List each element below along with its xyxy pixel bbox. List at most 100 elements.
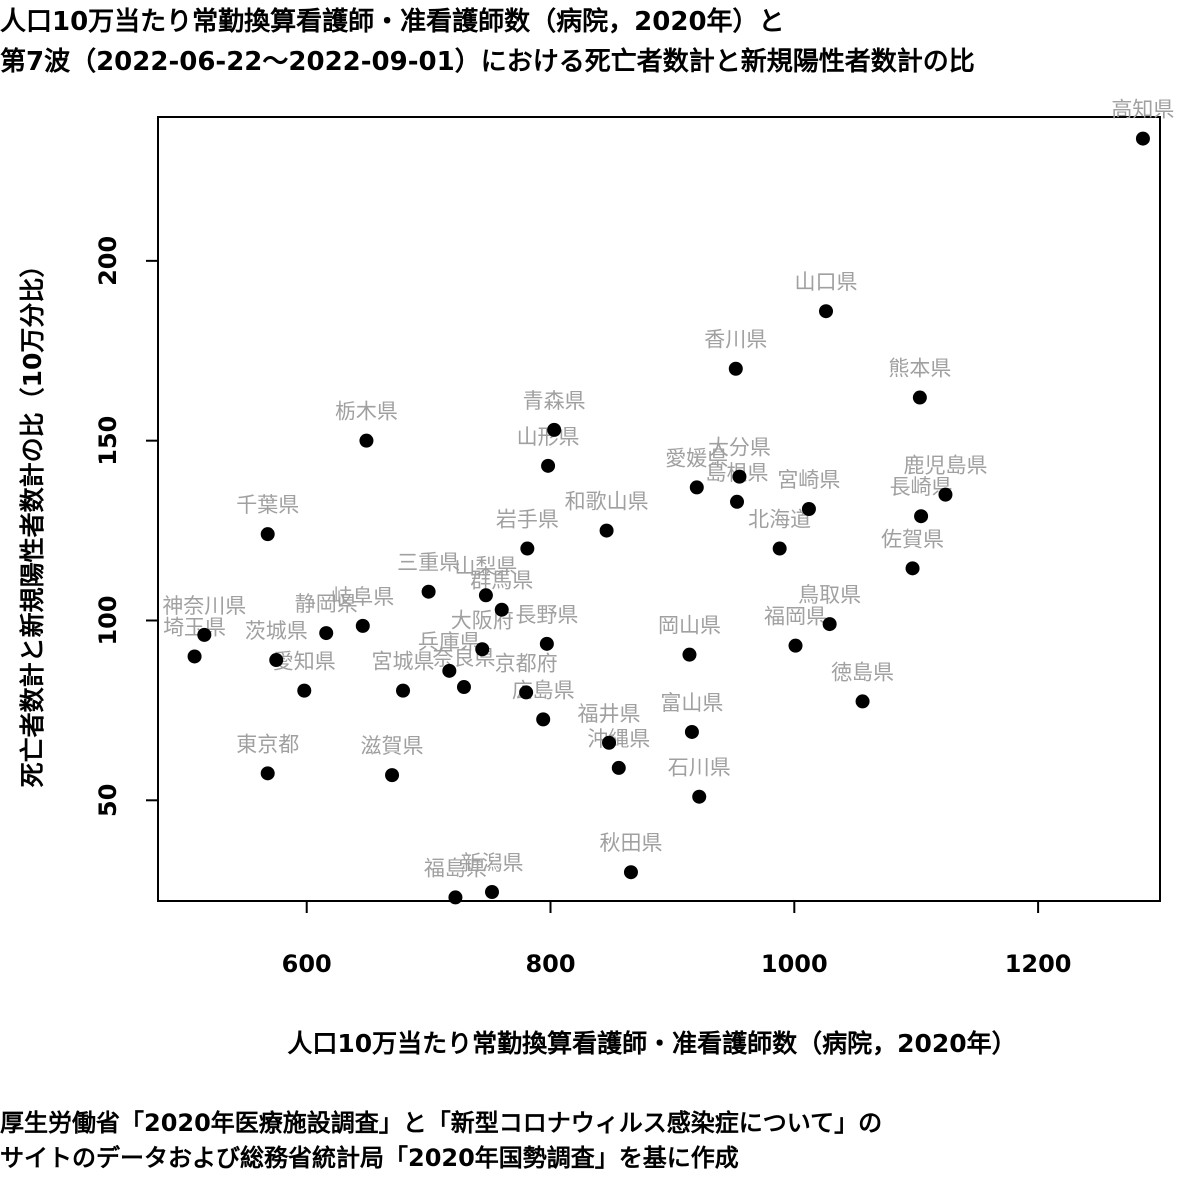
data-point: [541, 458, 556, 473]
x-tick-label: 600: [282, 950, 332, 978]
data-point: [494, 602, 509, 617]
y-axis: 50 100 150 200: [94, 236, 159, 817]
point-label: 秋田県: [599, 831, 662, 855]
point-label: 神奈川県: [162, 594, 246, 618]
data-point: [421, 584, 436, 599]
point-label: 岐阜県: [331, 585, 394, 609]
data-point: [319, 626, 334, 641]
data-point: [260, 766, 275, 781]
data-point: [359, 433, 374, 448]
data-point: [478, 588, 493, 603]
source-note: 厚生労働省「2020年医療施設調査」と「新型コロナウィルス感染症について」の サ…: [0, 1106, 882, 1176]
data-point: [599, 523, 614, 538]
point-label: 福井県: [578, 702, 641, 726]
x-tick-label: 1200: [1005, 950, 1072, 978]
data-point: [682, 647, 697, 662]
data-point: [442, 663, 457, 678]
data-point: [385, 768, 400, 783]
data-point: [788, 638, 803, 653]
point-label: 埼玉県: [163, 615, 226, 639]
point-label: 山梨県: [454, 554, 517, 578]
point-label: 宮崎県: [777, 468, 840, 492]
point-label: 滋賀県: [361, 734, 424, 758]
point-label: 石川県: [668, 756, 731, 780]
chart-title-line-2: 第7波（2022-06-22〜2022-09-01）における死亡者数計と新規陽性…: [0, 47, 975, 77]
point-label: 愛知県: [273, 650, 336, 674]
data-point: [396, 683, 411, 698]
data-point: [520, 541, 535, 556]
y-axis-label: 死亡者数計と新規陽性者数計の比（10万分比）: [18, 253, 47, 788]
data-point: [855, 694, 870, 709]
point-label: 群馬県: [470, 569, 533, 593]
point-label: 鳥取県: [798, 583, 861, 607]
point-label: 山口県: [795, 270, 858, 294]
data-point: [905, 561, 920, 576]
point-label: 長野県: [515, 603, 578, 627]
data-point: [623, 865, 638, 880]
point-label: 青森県: [523, 389, 586, 413]
point-label: 和歌山県: [565, 490, 649, 514]
data-point: [197, 627, 212, 642]
data-point: [269, 653, 284, 668]
point-label: 熊本県: [888, 357, 951, 381]
source-note-line-1: 厚生労働省「2020年医療施設調査」と「新型コロナウィルス感染症について」の: [0, 1109, 883, 1137]
point-label: 兵庫県: [418, 630, 481, 654]
data-point: [602, 735, 617, 750]
point-label: 岡山県: [658, 614, 721, 638]
plot-area-border: [157, 116, 1161, 902]
point-label: 岩手県: [496, 508, 559, 532]
point-label: 沖縄県: [587, 727, 650, 751]
point-label: 千葉県: [236, 493, 299, 517]
data-point: [547, 422, 562, 437]
y-tick-label: 100: [94, 595, 122, 645]
point-label: 鹿児島県: [903, 454, 987, 478]
data-point: [819, 304, 833, 319]
data-point: [914, 509, 929, 524]
point-label: 愛媛県: [665, 446, 728, 470]
data-point: [822, 617, 837, 632]
point-label: 新潟県: [461, 851, 524, 875]
x-axis: 600 800 1000 1200: [282, 900, 1072, 978]
y-tick-label: 50: [94, 784, 122, 817]
data-point: [355, 618, 370, 633]
chart-title-line-1: 人口10万当たり常勤換算看護師・准看護師数（病院，2020年）と: [0, 7, 785, 37]
data-point: [772, 541, 787, 556]
point-label: 東京都: [236, 732, 299, 756]
point-label: 香川県: [704, 328, 767, 352]
point-label: 福岡県: [764, 605, 827, 629]
point-label: 京都府: [495, 651, 558, 675]
data-point: [475, 642, 490, 657]
data-point: [297, 683, 312, 698]
chart-title: 人口10万当たり常勤換算看護師・准看護師数（病院，2020年）と 第7波（202…: [0, 2, 975, 82]
data-point: [536, 712, 551, 727]
point-label: 富山県: [660, 691, 723, 715]
point-label: 高知県: [1111, 98, 1174, 122]
data-point: [732, 469, 747, 484]
data-point: [187, 649, 202, 664]
data-point: [689, 480, 704, 495]
point-label: 大分県: [708, 436, 771, 460]
data-points: [187, 131, 1150, 905]
data-point: [692, 789, 707, 804]
point-label: 徳島県: [831, 660, 894, 684]
x-axis-label: 人口10万当たり常勤換算看護師・准看護師数（病院，2020年）: [287, 1029, 1016, 1058]
point-label: 三重県: [397, 551, 460, 575]
data-point: [728, 361, 743, 376]
data-point: [938, 487, 953, 502]
data-point: [485, 885, 499, 900]
y-tick-label: 150: [94, 416, 122, 466]
y-tick-label: 200: [94, 236, 122, 286]
data-point: [539, 636, 554, 651]
point-label: 福島県: [424, 856, 487, 880]
data-point: [260, 527, 275, 542]
source-note-line-2: サイトのデータおよび総務省統計局「2020年国勢調査」を基に作成: [0, 1144, 739, 1172]
point-label: 宮城県: [372, 650, 435, 674]
data-point: [456, 680, 471, 695]
point-label: 北海道: [748, 508, 811, 532]
point-label: 栃木県: [335, 400, 398, 424]
data-point: [912, 390, 927, 405]
data-point: [519, 685, 534, 700]
data-point: [448, 890, 463, 905]
point-labels: 北海道青森県岩手県宮城県秋田県山形県福島県茨城県栃木県群馬県埼玉県千葉県東京都神…: [162, 98, 1174, 881]
